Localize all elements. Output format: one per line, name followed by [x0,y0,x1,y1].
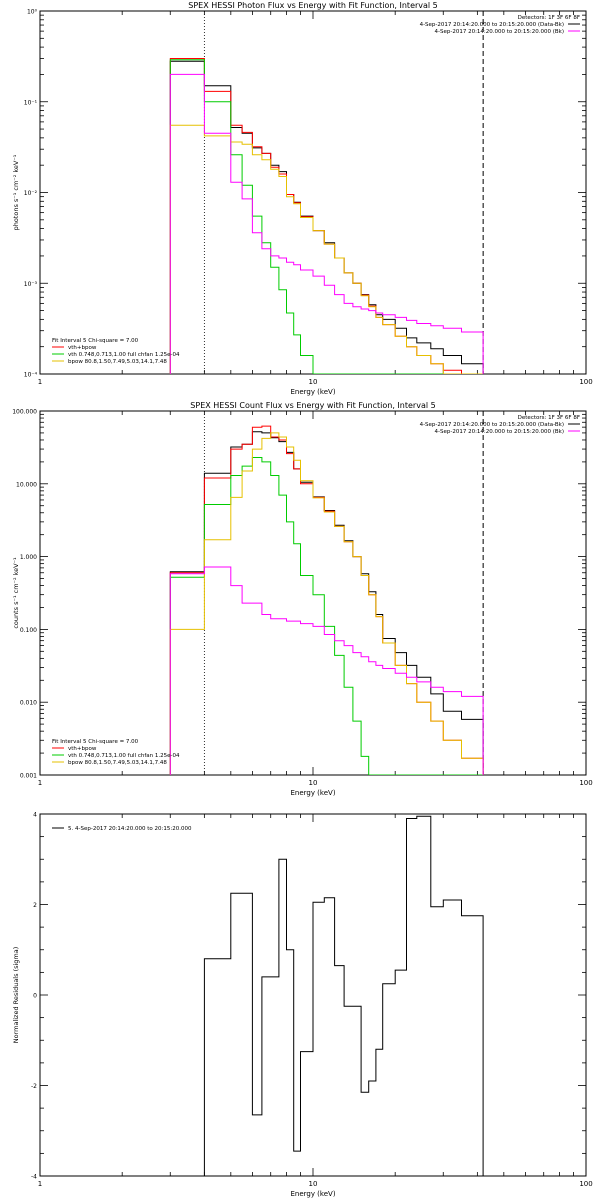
y-tick-label: 10⁻³ [24,281,38,288]
chart-title: SPEX HESSI Photon Flux vs Energy with Fi… [188,1,438,10]
y-tick-label: -4 [31,1174,37,1181]
chart-panel-3: 1 10 100 Energy (keV) 4 2 0 -2 -4 Normalized Resi… [12,812,593,1199]
residual-legend-text: 5. 4-Sep-2017 20:14:20.000 to 20:15:20.0… [68,826,192,832]
y-axis-label: photons s⁻¹ cm⁻² keV⁻¹ [12,154,20,230]
series-line-bk [169,566,484,775]
x-tick-label: 10 [309,1180,318,1188]
series-line-5-4-sep-2017-20-14-20-000-to-20-15-20-000 [203,815,484,1176]
y-tick-label: 100.000 [12,409,37,416]
legend-right-text: 4-Sep-2017 20:14:20.000 to 20:15:20.000 … [435,29,565,35]
plot-area [169,425,484,775]
plot-area [203,815,484,1176]
x-axis-label: Energy (keV) [290,388,335,396]
y-tick-label: 10⁻² [24,190,38,197]
chart-title: SPEX HESSI Count Flux vs Energy with Fit… [190,401,435,410]
series-line-vth-bpow [169,425,484,775]
y-tick-label: 2 [33,902,37,909]
x-tick-label: 10 [309,378,318,386]
x-tick-label: 1 [38,779,42,787]
x-tick-label: 10 [309,779,318,787]
x-tick-label: 1 [38,378,42,386]
legend-right-text: 4-Sep-2017 20:14:20.000 to 20:15:20.000 … [435,429,565,435]
y-tick-label: 10⁻⁴ [24,372,38,379]
y-tick-label: 0.100 [20,627,37,634]
x-tick-label: 100 [579,1180,592,1188]
plot-frame [39,10,587,375]
detectors-label: Detectors: 1F 3F 6F 8F [518,15,580,21]
detectors-label: Detectors: 1F 3F 6F 8F [518,415,580,421]
fit-legend-text: vth+bpow [68,746,97,752]
series-line-vth-bpow [169,58,484,374]
chart-panel-2: SPEX HESSI Count Flux vs Energy with Fit… [12,401,593,797]
y-tick-label: 10.000 [16,481,37,488]
x-tick-label: 100 [579,378,592,386]
fit-legend-text: vth 0.748,0.713,1.00 full chfan 1.25e-04 [68,753,180,759]
series-line-vth [169,457,484,775]
legend-right-text: 4-Sep-2017 20:14:20.000 to 20:15:20.000 … [420,422,564,428]
fit-legend-text: bpow 80.8,1.50,7.49,5.03,14.1,7.48 [68,359,167,365]
y-tick-label: 1.000 [20,554,37,561]
y-tick-label: 10⁻¹ [24,99,38,106]
plot-area [169,58,484,374]
legend-right-text: 4-Sep-2017 20:14:20.000 to 20:15:20.000 … [420,22,564,28]
chart-panel-1: SPEX HESSI Photon Flux vs Energy with Fi… [12,1,593,396]
series-line-data-bk [169,431,484,775]
fit-legend-text: vth+bpow [68,345,97,351]
x-tick-label: 1 [38,1180,42,1188]
y-axis-label: counts s⁻¹ cm⁻² keV⁻¹ [12,557,20,629]
y-tick-label: 0 [33,993,37,1000]
series-line-vth [169,59,484,374]
series-line-bpow [169,124,484,374]
y-tick-label: 4 [33,812,37,819]
y-tick-label: 10⁰ [27,9,38,16]
y-axis-label: Normalized Residuals (sigma) [12,947,20,1044]
series-line-bpow [169,432,484,775]
y-tick-label: 0.001 [20,773,37,780]
series-line-bk [169,73,484,374]
fit-info-header: Fit Interval 5 Chi-square = 7.00 [52,338,139,344]
x-axis-label: Energy (keV) [290,789,335,797]
fit-legend-text: vth 0.748,0.713,1.00 full chfan 1.25e-04 [68,352,180,358]
fit-legend-text: bpow 80.8,1.50,7.49,5.03,14.1,7.48 [68,760,167,766]
x-tick-label: 100 [579,779,592,787]
y-tick-label: -2 [31,1083,37,1090]
y-tick-label: 0.010 [20,700,37,707]
fit-info-header: Fit Interval 5 Chi-square = 7.00 [52,739,139,745]
x-axis-label: Energy (keV) [290,1190,335,1198]
series-line-data-bk [169,60,484,374]
